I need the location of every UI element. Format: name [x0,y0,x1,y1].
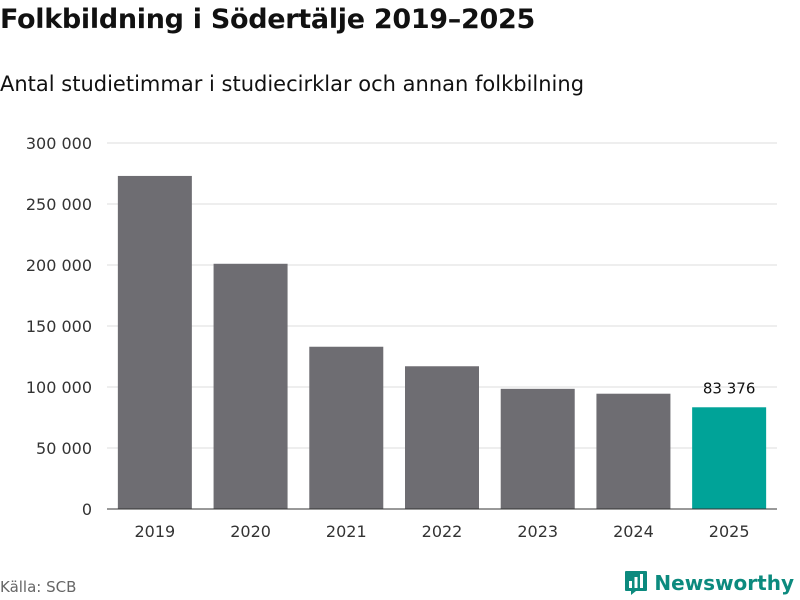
x-tick-label: 2020 [230,522,271,541]
y-tick-label: 250 000 [26,195,92,214]
y-tick-label: 50 000 [36,439,92,458]
y-tick-label: 150 000 [26,317,92,336]
bar-2019 [117,175,192,509]
data-label: 83 376 [703,379,756,397]
bar-2022 [405,366,479,509]
y-tick-label: 0 [82,500,92,519]
x-tick-label: 2024 [613,522,654,541]
x-tick-label: 2025 [709,522,750,541]
bar-2025 [692,407,767,509]
brand-logo[interactable]: Newsworthy [624,570,794,596]
y-tick-label: 300 000 [26,134,92,153]
chart-title: Folkbildning i Södertälje 2019–2025 [0,4,535,35]
bar-2023 [500,388,575,509]
newsworthy-logo-icon [625,571,648,595]
x-tick-label: 2022 [422,522,463,541]
x-tick-label: 2019 [134,522,175,541]
brand-name: Newsworthy [654,571,794,595]
y-tick-label: 200 000 [26,256,92,275]
bar-2024 [596,393,671,509]
y-tick-label: 100 000 [26,378,92,397]
chart-subtitle: Antal studietimmar i studiecirklar och a… [0,72,585,96]
bar-2020 [213,263,288,509]
x-tick-label: 2021 [326,522,367,541]
source-label: Källa: SCB [0,578,77,596]
bar-2021 [309,346,384,509]
x-tick-label: 2023 [517,522,558,541]
